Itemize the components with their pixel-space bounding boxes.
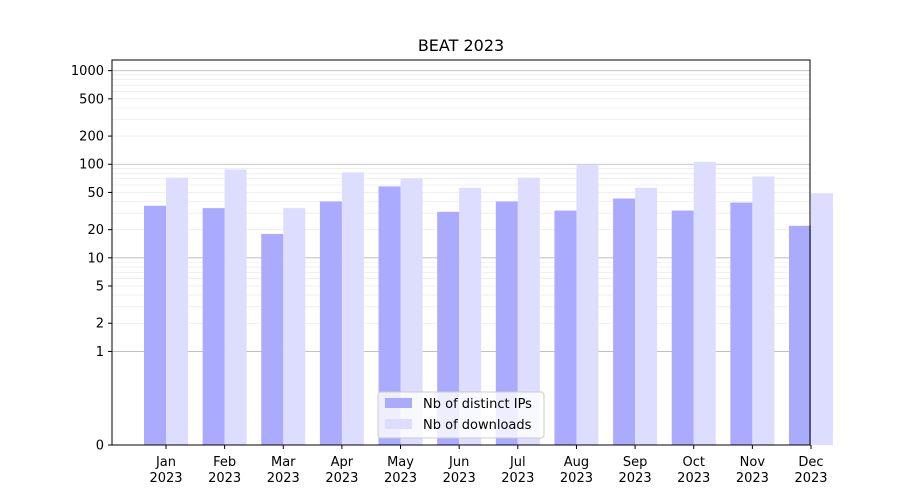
x-tick-label-month: Mar — [271, 455, 296, 470]
x-tick-label-year: 2023 — [501, 471, 534, 486]
bar-downloads-sep — [635, 187, 658, 445]
y-tick-label: 20 — [87, 223, 104, 238]
bar-ips-nov — [730, 202, 753, 445]
y-tick-label: 200 — [79, 130, 104, 145]
x-tick-label-month: May — [387, 455, 414, 470]
legend: Nb of distinct IPs Nb of downloads — [377, 391, 545, 439]
bar-ips-dec — [789, 225, 811, 445]
y-tick-label: 2 — [96, 317, 104, 332]
legend-label-downloads: Nb of downloads — [423, 418, 532, 433]
x-tick-label-year: 2023 — [149, 471, 182, 486]
bar-ips-apr — [319, 201, 342, 445]
x-tick-label-year: 2023 — [208, 471, 241, 486]
bars — [144, 161, 833, 446]
bar-downloads-dec — [811, 193, 833, 445]
x-tick-label-year: 2023 — [384, 471, 417, 486]
y-tick-label: 10 — [87, 251, 104, 266]
bar-downloads-mar — [283, 208, 306, 445]
bar-ips-feb — [202, 208, 225, 445]
y-tick-label: 0 — [96, 439, 104, 454]
bar-ips-sep — [613, 198, 636, 445]
bar-ips-oct — [671, 210, 694, 445]
x-tick-label-year: 2023 — [267, 471, 300, 486]
bar-downloads-aug — [576, 165, 599, 445]
bar-ips-jun — [437, 211, 460, 445]
y-tick-label: 1 — [96, 345, 104, 360]
x-tick-label-year: 2023 — [736, 471, 769, 486]
bar-ips-jul — [495, 201, 518, 445]
legend-frame — [377, 391, 545, 439]
bar-ips-aug — [554, 210, 577, 445]
x-tick-label-month: Dec — [798, 455, 823, 470]
x-tick-label-year: 2023 — [560, 471, 593, 486]
x-tick-label-month: Oct — [682, 455, 704, 470]
x-tick-label-year: 2023 — [677, 471, 710, 486]
y-tick-label: 100 — [79, 158, 104, 173]
y-tick-label: 50 — [87, 186, 104, 201]
legend-swatch-downloads — [385, 419, 412, 429]
bar-downloads-jun — [459, 187, 482, 445]
bar-downloads-may — [400, 178, 423, 445]
x-tick-label-month: Feb — [213, 455, 236, 470]
x-tick-label-month: Sep — [623, 455, 648, 470]
x-tick-label-year: 2023 — [619, 471, 652, 486]
bar-downloads-jul — [517, 177, 540, 446]
chart-title: BEAT 2023 — [418, 36, 504, 55]
bar-downloads-apr — [341, 172, 364, 446]
legend-swatch-ips — [385, 398, 412, 408]
plot-frame — [111, 59, 811, 446]
x-axis: Jan2023Feb2023Mar2023Apr2023May2023Jun20… — [149, 445, 828, 486]
x-tick-label-year: 2023 — [325, 471, 358, 486]
x-tick-label-year: 2023 — [794, 471, 827, 486]
y-axis: 0 1 2 5 10 20 50 100 200 500 1000 — [71, 64, 112, 454]
x-tick-label-month: Jan — [155, 455, 176, 470]
x-tick-label-year: 2023 — [443, 471, 476, 486]
bar-ips-jan — [144, 205, 166, 445]
y-tick-label: 500 — [79, 92, 104, 107]
x-tick-label-month: Nov — [740, 455, 766, 470]
bar-ips-may — [378, 186, 401, 445]
y-tick-label: 1000 — [71, 64, 104, 79]
x-tick-label-month: Jul — [509, 455, 526, 470]
legend-label-ips: Nb of distinct IPs — [423, 397, 532, 412]
x-tick-label-month: Jun — [448, 455, 469, 470]
bar-ips-mar — [261, 233, 284, 445]
x-tick-label-month: Apr — [331, 455, 354, 470]
y-tick-label: 5 — [96, 280, 104, 295]
bar-downloads-nov — [752, 176, 775, 446]
x-tick-label-month: Aug — [564, 455, 589, 470]
bar-downloads-oct — [693, 161, 716, 445]
bar-downloads-feb — [224, 169, 247, 446]
bar-downloads-jan — [166, 177, 188, 446]
